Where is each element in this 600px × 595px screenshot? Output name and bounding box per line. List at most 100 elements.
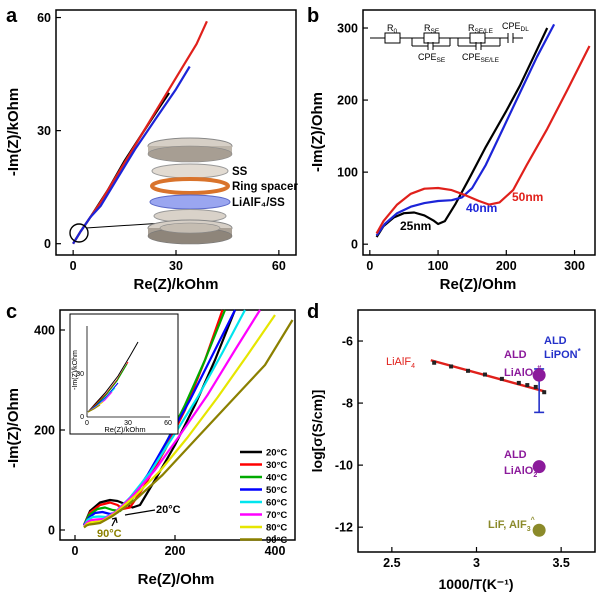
panel-c-xlabel: Re(Z)/Ohm [138,571,215,588]
zoom-circle [69,223,89,243]
panel-b-ytick-label: 100 [337,166,358,180]
lialf4-data-point [516,380,521,385]
equivalent-circuit [370,32,523,50]
panel-a-ytick-label: 30 [37,124,51,138]
lialf4-data-point [466,368,471,373]
panel-c-inset-axes: 0 30 60 0 30 Re(Z)/kOhm -Im(Z)/kOhm [72,326,172,434]
panel-c-ylabel: -Im(Z)/Ohm [5,388,22,468]
label-ald-lipon-1: ALD [544,335,567,347]
data-point-4 [532,523,546,537]
panel-d-ytick-label: -8 [342,397,353,411]
panel-d-xtick-label: 3.5 [552,556,569,570]
label-40nm: 40nm [466,201,497,215]
panel-a-ytick-label: 60 [37,11,51,25]
lialf4-data-point [482,372,487,377]
panel-a-xlabel: Re(Z)/kOhm [133,276,218,293]
panel-label-d: d [307,301,319,323]
panel-b-series-line-0 [375,27,549,238]
label-ss: SS [232,166,248,178]
lialf4-data-point [542,390,547,395]
legend-label-90°C: 90°C [266,535,287,546]
panel-d-ytick-label: -6 [342,335,353,349]
panel-c-xtick-label: 400 [265,544,286,558]
panel-a: 0 30 60 0 30 60 SS Ring spacer LiAlF₄/SS Re(Z… [5,9,298,293]
circuit-cpedl: CPEDL [502,21,529,33]
label-ring-spacer: Ring spacer [232,181,298,193]
panel-c: 0 200 400 0 200 400 0 30 60 0 30 Re(Z)/kOhm -… [5,309,296,588]
panel-b-xtick-label: 100 [428,259,449,273]
panel-c-xtick-label: 0 [72,544,79,558]
lialf4-data-point [449,364,454,369]
inset-c-ylabel: -Im(Z)/kOhm [72,350,79,390]
panel-c-ytick-label: 0 [48,524,55,538]
panel-b-ytick-label: 200 [337,94,358,108]
panel-c-inset [69,313,179,435]
panel-b-series-line-1 [375,23,556,237]
inset-c-xtick-0: 0 [85,420,89,427]
circuit-cpesele: CPESE/LE [462,52,500,64]
inset-c-xtick-60: 60 [164,420,172,427]
annotation-90c: 90°C [97,528,122,540]
legend-label-70°C: 70°C [266,510,287,521]
label-ald-lialo2-a-2: LiAlO2# [504,365,541,381]
panel-a-xtick-label: 30 [169,259,183,273]
legend-label-50°C: 50°C [266,485,287,496]
annotation-20c-arrow [124,509,156,516]
panel-c-frame [59,309,296,541]
panel-c-legend: 20°C30°C 40°C50°C 60°C70°C 80°C90°C [240,448,287,546]
panel-label-b: b [307,5,319,27]
panel-a-series-line-2 [72,65,191,245]
legend-label-80°C: 80°C [266,523,287,534]
panel-b-xtick-label: 200 [496,259,517,273]
panel-d-ytick-label: -10 [335,459,353,473]
label-25nm: 25nm [400,219,431,233]
panel-label-c: c [6,301,17,323]
annotation-90c-arrow [111,517,118,527]
lialf4-data-point [499,376,504,381]
label-50nm: 50nm [512,190,543,204]
label-lialf4: LiAlF4 [386,356,415,370]
panel-d-xtick-label: 3 [473,556,480,570]
label-ald-lialo2-b-1: ALD [504,449,527,461]
inset-c-ytick-30: 30 [76,371,84,378]
lialf4-data-point [533,384,538,389]
panel-d-xtick-label: 2.5 [383,556,400,570]
legend-label-40°C: 40°C [266,473,287,484]
panel-c-ytick-label: 200 [34,424,55,438]
inset-c-xtick-30: 30 [124,420,132,427]
lialf4-data-point [432,360,437,365]
inset-c-xlabel: Re(Z)/kOhm [104,425,145,434]
label-lif-alf3: LiF, AlF3^ [488,516,535,533]
legend-label-20°C: 20°C [266,448,287,459]
cell-stack-inset: SS Ring spacer LiAlF₄/SS [147,137,298,245]
lialf4-data-point [525,383,530,388]
circuit-r0: R0 [387,23,398,35]
panel-a-ylabel: -Im(Z)/kOhm [5,88,22,176]
panel-b-xtick-label: 300 [564,259,585,273]
panel-d-xlabel: 1000/T(K⁻¹) [438,576,513,592]
panel-c-series-line-0 [82,309,237,526]
circuit-cpese: CPESE [418,52,446,64]
panel-b-xlabel: Re(Z)/Ohm [440,276,517,293]
panel-c-series-line-7 [83,319,294,529]
panel-b: 0 100 200 300 0 100 200 300 [309,9,596,293]
label-lialf4-ss: LiAlF₄/SS [232,197,285,209]
panel-b-ylabel: -Im(Z)/Ohm [309,92,326,172]
panel-b-series-line-2 [375,45,591,234]
panel-d-ytick-label: -12 [335,521,353,535]
panel-c-series-line-5 [83,309,261,527]
annotation-20c: 20°C [156,504,181,516]
label-ald-lialo2-b-2: LiAlO2+ [504,463,541,479]
panel-c-ytick-label: 400 [34,324,55,338]
panel-c-xtick-label: 200 [165,544,186,558]
panel-label-a: a [6,5,18,27]
panel-a-xtick-label: 60 [272,259,286,273]
data-point-3 [532,460,546,474]
data-point-2 [532,368,546,382]
panel-b-xtick-label: 0 [366,259,373,273]
panel-b-frame [362,9,596,256]
panel-a-ytick-label: 0 [44,237,51,251]
legend-label-30°C: 30°C [266,460,287,471]
panel-a-xtick-label: 0 [70,259,77,273]
